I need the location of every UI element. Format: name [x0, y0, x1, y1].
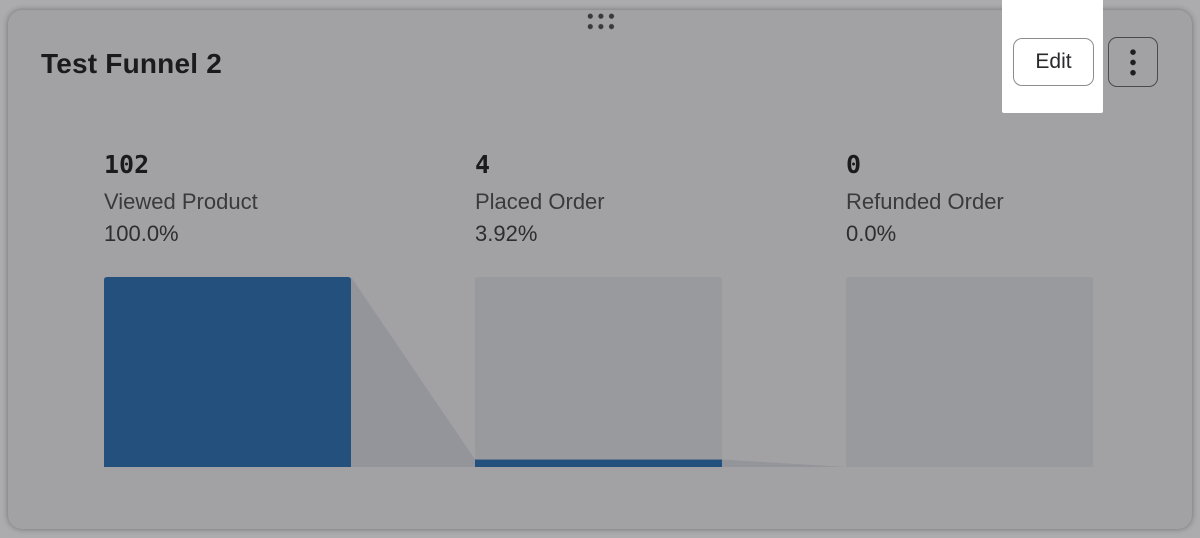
funnel-stats: 102 Viewed Product 100.0% 4 Placed Order 3.92…: [8, 10, 1192, 529]
funnel-bar-track: [846, 277, 1093, 467]
stage-percent: 100.0%: [104, 221, 179, 246]
drag-handle-icon[interactable]: [585, 11, 617, 32]
stage-label: Placed Order: [475, 189, 605, 214]
funnel-widget-card: Test Funnel 2 102 Viewed Product 100.0% 4 Pl…: [8, 10, 1192, 529]
stage-label: Refunded Order: [846, 189, 1004, 214]
funnel-bar: [104, 277, 351, 467]
stage-percent: 0.0%: [846, 221, 897, 246]
funnel-chart: [104, 277, 1093, 467]
funnel-bar: [475, 459, 722, 467]
funnel-connector: [351, 277, 475, 467]
edit-button[interactable]: Edit: [1013, 38, 1094, 86]
more-options-button[interactable]: [1108, 37, 1158, 87]
funnel-bar-track: [475, 277, 722, 467]
stage-label: Viewed Product: [104, 189, 258, 214]
funnel-connector: [722, 459, 846, 467]
kebab-icon: [1130, 46, 1136, 78]
widget-title: Test Funnel 2: [41, 48, 222, 79]
stage-count: 102: [104, 150, 150, 179]
stage-percent: 3.92%: [475, 221, 538, 246]
stage-count: 4: [475, 150, 491, 179]
stage-count: 0: [846, 150, 862, 179]
